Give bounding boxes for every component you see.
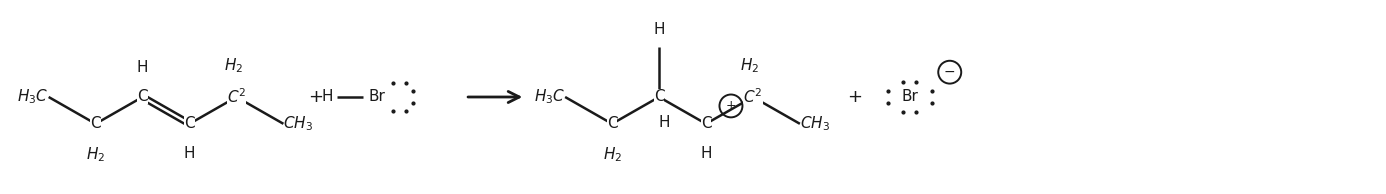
Text: +: + xyxy=(847,88,862,106)
Text: $CH_3$: $CH_3$ xyxy=(800,114,830,133)
Text: C: C xyxy=(137,89,148,105)
Text: C: C xyxy=(90,116,101,131)
Text: −: − xyxy=(944,65,955,79)
Text: H: H xyxy=(184,146,195,161)
Text: C: C xyxy=(607,116,617,131)
Text: $H_3C$: $H_3C$ xyxy=(534,88,565,106)
Text: H: H xyxy=(322,89,333,105)
Text: $H_2$: $H_2$ xyxy=(225,56,243,75)
Text: +: + xyxy=(726,100,736,113)
Text: $C^2$: $C^2$ xyxy=(227,88,247,106)
Text: $C^2$: $C^2$ xyxy=(743,88,762,106)
Text: $H_2$: $H_2$ xyxy=(740,56,760,75)
Text: Br: Br xyxy=(901,89,918,105)
Text: $H_2$: $H_2$ xyxy=(86,146,105,164)
Text: H: H xyxy=(137,60,148,75)
Text: +: + xyxy=(308,88,323,106)
Text: C: C xyxy=(184,116,195,131)
Text: $H_2$: $H_2$ xyxy=(603,146,622,164)
Text: $CH_3$: $CH_3$ xyxy=(283,114,313,133)
Text: H: H xyxy=(700,146,712,161)
Text: H: H xyxy=(658,115,669,130)
Text: C: C xyxy=(701,116,711,131)
Text: Br: Br xyxy=(369,89,385,105)
Text: C: C xyxy=(654,89,664,105)
Text: $H_3C$: $H_3C$ xyxy=(18,88,49,106)
Text: H: H xyxy=(653,23,665,37)
